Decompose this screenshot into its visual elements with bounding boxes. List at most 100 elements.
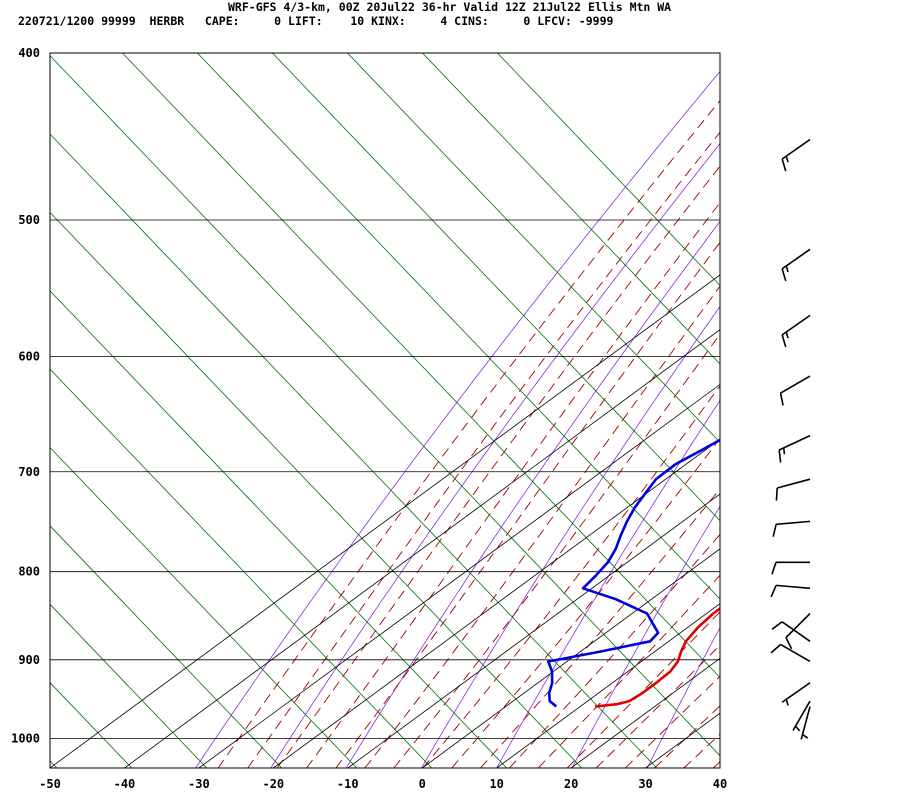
moist-adiabat-line bbox=[335, 241, 720, 768]
y-tick-label: 600 bbox=[18, 349, 40, 363]
moist-adiabat-line bbox=[624, 675, 720, 768]
wind-barb-feather bbox=[785, 265, 789, 273]
stability-indices: 220721/1200 99999 HERBR CAPE: 0 LIFT: 10… bbox=[18, 14, 614, 28]
moist-adiabat-line bbox=[422, 385, 720, 768]
profiles bbox=[547, 438, 720, 708]
wind-barbs bbox=[770, 138, 811, 740]
wind-barb bbox=[770, 643, 811, 663]
x-tick-label: 20 bbox=[564, 777, 578, 791]
y-tick-label: 900 bbox=[18, 653, 40, 667]
mixing-ratio-line bbox=[496, 53, 720, 287]
x-tick-label: 40 bbox=[713, 777, 727, 791]
mixing-ratio-line bbox=[0, 0, 20, 800]
wind-barb bbox=[792, 700, 811, 732]
mixing-ratio-line bbox=[50, 760, 58, 768]
mixing-ratio-line bbox=[50, 133, 658, 768]
moist-adiabat-line bbox=[451, 437, 720, 768]
moist-adiabat-line bbox=[306, 201, 720, 768]
wind-barb bbox=[781, 138, 811, 172]
dry-adiabat-line bbox=[873, 53, 900, 768]
wind-barb-staff bbox=[792, 700, 811, 731]
x-tick-label: 10 bbox=[489, 777, 503, 791]
wind-barb bbox=[775, 478, 811, 501]
mixing-ratio-line bbox=[50, 290, 508, 768]
wind-barb-feather bbox=[785, 155, 789, 163]
wind-barb bbox=[785, 612, 811, 650]
wind-barb-feather bbox=[779, 392, 784, 406]
x-tick-label: -20 bbox=[262, 777, 284, 791]
wind-barb-feather bbox=[772, 524, 777, 537]
mixing-ratio-line bbox=[421, 53, 720, 365]
wind-barb-feather bbox=[778, 449, 782, 463]
wind-barb bbox=[772, 520, 811, 537]
wind-barb-staff bbox=[780, 375, 811, 394]
mixing-ratio-line bbox=[50, 55, 720, 757]
y-tick-label: 1000 bbox=[11, 732, 40, 746]
wind-barb-feather bbox=[794, 725, 801, 732]
wind-barb-feather bbox=[771, 562, 777, 575]
wind-barb-staff bbox=[781, 314, 811, 336]
mixing-ratio-line bbox=[50, 211, 583, 768]
dry-adiabat-line bbox=[496, 399, 720, 768]
sounding-line bbox=[594, 606, 720, 708]
wind-barb-staff bbox=[776, 584, 811, 590]
mixing-ratio-line bbox=[50, 603, 208, 768]
wind-barb bbox=[779, 375, 811, 406]
isotherm-line bbox=[645, 712, 720, 768]
y-tick-labels: 400 500 600 700 800 900 1000 bbox=[11, 46, 40, 746]
dry-adiabat-line bbox=[345, 220, 720, 768]
wind-barb-feather bbox=[785, 699, 789, 706]
wind-barb-feather bbox=[782, 447, 786, 455]
wind-barb-staff bbox=[800, 706, 811, 740]
mixing-ratio-line bbox=[50, 446, 358, 768]
moist-adiabat-line bbox=[566, 611, 720, 768]
moist-adiabat-line bbox=[364, 285, 720, 768]
dry-adiabat-line bbox=[270, 142, 720, 768]
dry-adiabat-line bbox=[646, 627, 720, 768]
sounding-line bbox=[547, 438, 720, 708]
chart-title: WRF-GFS 4/3-km, 00Z 20Jul22 36-hr Valid … bbox=[228, 0, 672, 14]
wind-barb-staff bbox=[776, 520, 811, 526]
moist-adiabat-line bbox=[595, 644, 720, 768]
isotherm-line bbox=[347, 493, 720, 768]
wind-barb-staff bbox=[785, 612, 811, 639]
y-tick-label: 400 bbox=[18, 46, 40, 60]
x-tick-label: -30 bbox=[188, 777, 210, 791]
wind-barb bbox=[781, 248, 811, 282]
wind-barb-feather bbox=[781, 268, 787, 282]
x-tick-label: -50 bbox=[39, 777, 61, 791]
wind-barb-staff bbox=[781, 621, 811, 642]
wind-barb-feather bbox=[770, 585, 777, 598]
wind-barb-staff bbox=[781, 138, 811, 160]
y-tick-label: 800 bbox=[18, 565, 40, 579]
isotherm-line bbox=[273, 438, 720, 768]
wind-barb-feather bbox=[770, 643, 782, 654]
wind-barb-staff bbox=[781, 248, 811, 270]
x-tick-labels: -50 -40 -30 -20 -10 0 10 20 30 40 bbox=[39, 777, 727, 791]
y-tick-label: 500 bbox=[18, 213, 40, 227]
x-tick-label: -10 bbox=[337, 777, 359, 791]
moist-adiabat-line bbox=[276, 165, 720, 768]
wind-barb bbox=[770, 584, 811, 598]
isotherm-line bbox=[198, 383, 720, 768]
dry-adiabat-line bbox=[195, 70, 720, 768]
wind-barb-feather bbox=[781, 334, 787, 348]
mixing-ratio-line bbox=[50, 525, 283, 768]
mixing-ratio-line bbox=[50, 368, 433, 768]
mixing-ratio-line bbox=[121, 53, 720, 678]
moist-adiabat-line bbox=[537, 574, 720, 768]
isotherm-line bbox=[496, 603, 720, 768]
moist-adiabat-line bbox=[654, 705, 720, 768]
wind-barb-feather bbox=[785, 637, 793, 650]
isotherm-line bbox=[570, 657, 720, 768]
wind-barb-feather bbox=[785, 331, 789, 339]
dry-adiabat-line bbox=[571, 505, 720, 768]
mixing-ratio-line bbox=[196, 53, 720, 600]
plot-frame bbox=[49, 52, 721, 769]
wind-barb-feather bbox=[781, 158, 787, 172]
wind-barb-feather bbox=[775, 487, 778, 501]
isotherm-line bbox=[124, 329, 720, 768]
wind-barb bbox=[781, 682, 811, 706]
